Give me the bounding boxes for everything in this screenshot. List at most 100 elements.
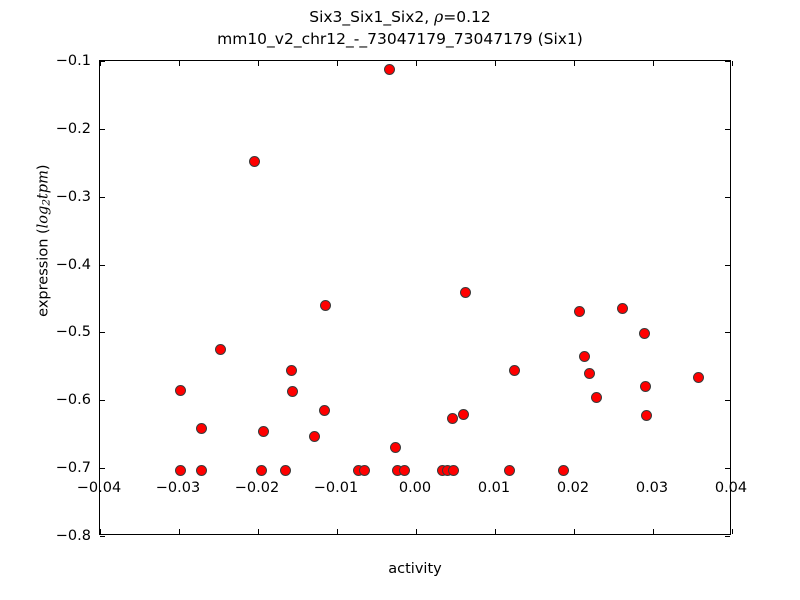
y-axis-tick-label: −0.5 bbox=[55, 324, 91, 341]
rho-value: =0.12 bbox=[443, 8, 491, 26]
y-axis-label: expression (log2tpm) bbox=[35, 31, 52, 451]
scatter-point bbox=[214, 343, 226, 355]
scatter-point bbox=[309, 431, 321, 443]
x-axis-tick-label: 0.02 bbox=[556, 480, 590, 496]
x-axis-tick-label: 0.03 bbox=[635, 480, 669, 496]
x-axis-tick bbox=[258, 529, 259, 534]
x-axis-tick-label: 0.01 bbox=[477, 480, 511, 496]
y-axis-tick bbox=[725, 468, 730, 470]
scatter-point bbox=[616, 302, 628, 314]
x-axis-tick-label: 0.00 bbox=[398, 480, 432, 496]
plot-axes-frame: −0.1 −0.2 −0.3 −0.4 −0.5 −0.6 −0.7 −0.8 bbox=[56, 53, 733, 544]
scatter-point bbox=[398, 465, 410, 477]
x-axis-tick-label: −0.03 bbox=[155, 480, 201, 496]
scatter-point bbox=[320, 300, 332, 312]
y-axis-tick bbox=[100, 61, 105, 62]
plot-data-area bbox=[100, 61, 730, 534]
scatter-point bbox=[175, 384, 187, 396]
scatter-point bbox=[590, 391, 602, 403]
x-axis-tick bbox=[653, 61, 654, 66]
y-axis-tick bbox=[100, 196, 105, 198]
x-axis-tick bbox=[495, 61, 496, 66]
chart-title-line-2: mm10_v2_chr12_-_73047179_73047179 (Six1) bbox=[217, 30, 583, 48]
scatter-point bbox=[196, 465, 208, 477]
y-axis-tick-label: −0.1 bbox=[55, 53, 91, 69]
x-axis-tick bbox=[179, 61, 180, 66]
x-axis-tick bbox=[416, 61, 417, 66]
x-axis-tick bbox=[416, 529, 417, 534]
scatter-point bbox=[255, 465, 267, 477]
x-axis-label: activity bbox=[388, 561, 442, 577]
y-axis-label-subscript: 2 bbox=[40, 199, 53, 206]
y-axis-tick bbox=[725, 128, 730, 130]
y-axis-tick bbox=[100, 400, 105, 402]
y-axis-tick bbox=[725, 196, 730, 198]
y-axis-tick bbox=[100, 468, 105, 470]
y-axis-tick bbox=[725, 264, 730, 266]
scatter-point bbox=[457, 408, 469, 420]
scatter-point bbox=[175, 465, 187, 477]
y-axis-tick bbox=[725, 61, 730, 62]
scatter-point bbox=[693, 372, 705, 384]
scatter-point bbox=[509, 365, 521, 377]
scatter-point bbox=[389, 441, 401, 453]
y-axis-tick-label: −0.8 bbox=[55, 528, 91, 544]
chart-title-text: Six3_Six1_Six2, bbox=[309, 8, 435, 26]
x-axis-tick bbox=[495, 529, 496, 534]
y-axis-label-prefix: expression ( bbox=[35, 228, 52, 317]
scatter-point bbox=[359, 465, 371, 477]
y-axis-tick-label: −0.2 bbox=[55, 120, 91, 137]
y-axis-label-tpm: tpm bbox=[35, 170, 52, 200]
rho-symbol: ρ bbox=[434, 8, 444, 26]
scatter-point bbox=[448, 465, 460, 477]
x-axis-tick bbox=[100, 529, 101, 534]
scatter-point bbox=[503, 465, 515, 477]
y-axis-tick bbox=[725, 400, 730, 402]
x-axis-tick bbox=[337, 529, 338, 534]
scatter-point bbox=[287, 385, 299, 397]
scatter-point bbox=[641, 410, 653, 422]
x-axis-tick bbox=[100, 61, 101, 66]
chart-title-line-1: Six3_Six1_Six2, ρ=0.12 bbox=[0, 6, 800, 28]
y-axis-tick bbox=[725, 332, 730, 334]
x-axis-tick bbox=[732, 61, 733, 66]
x-axis-tick bbox=[337, 61, 338, 66]
scatter-point bbox=[558, 465, 570, 477]
scatter-point bbox=[286, 364, 298, 376]
y-axis-label-suffix: ) bbox=[35, 164, 52, 171]
y-axis-tick-label: −0.6 bbox=[55, 392, 91, 409]
x-axis-tick-label: −0.04 bbox=[76, 480, 122, 496]
y-axis-tick bbox=[725, 536, 730, 537]
scatter-point bbox=[460, 287, 472, 299]
y-axis-tick-label: −0.3 bbox=[55, 188, 91, 205]
scatter-point bbox=[195, 423, 207, 435]
y-axis-tick bbox=[100, 536, 105, 537]
scatter-point bbox=[446, 413, 458, 425]
x-axis-tick bbox=[258, 61, 259, 66]
scatter-point bbox=[640, 380, 652, 392]
scatter-point bbox=[638, 327, 650, 339]
scatter-point bbox=[574, 305, 586, 317]
scatter-point bbox=[280, 465, 292, 477]
scatter-point bbox=[384, 63, 396, 75]
scatter-point bbox=[578, 351, 590, 363]
y-axis-label-log: log bbox=[35, 205, 52, 229]
x-axis-tick bbox=[179, 529, 180, 534]
x-axis-tick bbox=[732, 529, 733, 534]
y-axis-tick-label: −0.7 bbox=[55, 460, 91, 477]
x-axis-tick-label: −0.01 bbox=[313, 480, 359, 496]
x-axis-tick-label: 0.04 bbox=[714, 480, 748, 496]
scatter-point bbox=[258, 426, 270, 437]
chart-title-block: Six3_Six1_Six2, ρ=0.12 mm10_v2_chr12_-_7… bbox=[0, 6, 800, 50]
y-axis-tick bbox=[100, 264, 105, 266]
x-axis-tick bbox=[574, 61, 575, 66]
y-axis-tick bbox=[100, 128, 105, 130]
scatter-point bbox=[318, 405, 330, 417]
x-axis-tick bbox=[653, 529, 654, 534]
y-axis-tick bbox=[100, 332, 105, 334]
x-axis-tick-label: −0.02 bbox=[234, 480, 280, 496]
scatter-point bbox=[248, 155, 260, 167]
y-axis-tick-label: −0.4 bbox=[55, 256, 91, 273]
x-axis-tick bbox=[574, 529, 575, 534]
